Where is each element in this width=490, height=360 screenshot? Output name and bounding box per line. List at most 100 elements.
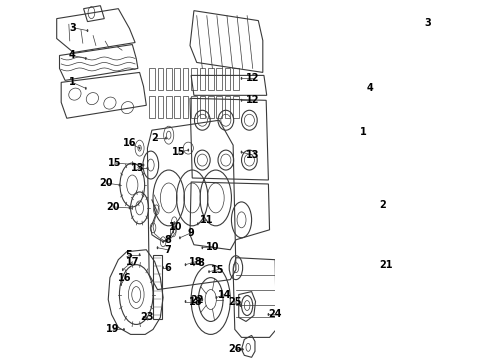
Text: 24: 24 — [269, 310, 282, 319]
Circle shape — [122, 268, 123, 271]
Text: 5: 5 — [125, 250, 132, 260]
Text: 16: 16 — [118, 273, 132, 283]
Circle shape — [120, 283, 122, 286]
Bar — [208, 96, 214, 118]
Bar — [233, 96, 239, 118]
Circle shape — [241, 150, 243, 154]
Bar — [183, 96, 188, 118]
Text: 3: 3 — [424, 18, 431, 28]
Bar — [174, 68, 180, 90]
Bar — [216, 68, 222, 90]
Text: 1: 1 — [360, 127, 367, 137]
Text: 2: 2 — [379, 200, 386, 210]
Circle shape — [268, 313, 269, 316]
Text: 6: 6 — [164, 263, 171, 273]
Circle shape — [188, 149, 189, 152]
Text: 8: 8 — [164, 235, 171, 245]
Text: 26: 26 — [228, 345, 242, 354]
Text: 16: 16 — [123, 138, 136, 148]
Text: 15: 15 — [211, 265, 225, 275]
Circle shape — [241, 77, 243, 80]
Circle shape — [129, 206, 130, 210]
Circle shape — [139, 253, 141, 256]
Circle shape — [139, 147, 141, 150]
Circle shape — [415, 27, 416, 30]
Text: 23: 23 — [141, 312, 154, 323]
Bar — [191, 96, 196, 118]
Text: 14: 14 — [218, 289, 231, 300]
Bar — [183, 68, 188, 90]
Bar — [216, 96, 222, 118]
Text: 18: 18 — [189, 257, 202, 267]
Circle shape — [374, 266, 376, 269]
Circle shape — [143, 163, 145, 167]
Text: 15: 15 — [172, 147, 186, 157]
Bar — [157, 68, 163, 90]
Circle shape — [179, 236, 181, 239]
Circle shape — [87, 29, 88, 32]
Text: 12: 12 — [246, 95, 260, 105]
Circle shape — [381, 94, 382, 97]
Text: 13: 13 — [246, 150, 260, 160]
Text: 2: 2 — [151, 133, 158, 143]
Text: 25: 25 — [228, 297, 242, 306]
Text: 22: 22 — [190, 294, 203, 305]
Text: 13: 13 — [131, 163, 145, 173]
Circle shape — [241, 99, 243, 102]
Circle shape — [165, 137, 167, 140]
Text: 10: 10 — [169, 222, 182, 232]
Text: 8: 8 — [198, 258, 205, 268]
Circle shape — [185, 300, 186, 303]
Text: 12: 12 — [246, 73, 260, 84]
Bar — [225, 96, 230, 118]
Circle shape — [242, 348, 244, 351]
Text: 4: 4 — [69, 50, 76, 60]
Text: 4: 4 — [367, 84, 374, 93]
Circle shape — [374, 134, 376, 137]
Circle shape — [193, 263, 195, 266]
Bar — [157, 96, 163, 118]
Text: 15: 15 — [108, 158, 121, 168]
Circle shape — [201, 246, 203, 249]
Circle shape — [240, 304, 241, 307]
Bar — [191, 68, 196, 90]
Text: 17: 17 — [125, 257, 139, 267]
Bar — [166, 96, 172, 118]
Text: 20: 20 — [99, 178, 113, 188]
Bar — [149, 96, 155, 118]
Circle shape — [370, 208, 372, 211]
Text: 7: 7 — [164, 245, 171, 255]
Circle shape — [162, 266, 164, 269]
Circle shape — [208, 270, 210, 273]
Bar — [199, 68, 205, 90]
Text: 9: 9 — [188, 228, 195, 238]
Text: 3: 3 — [69, 23, 76, 33]
Circle shape — [123, 328, 125, 331]
Text: 1: 1 — [69, 77, 76, 87]
Bar — [166, 68, 172, 90]
Circle shape — [172, 230, 174, 233]
Circle shape — [85, 57, 87, 60]
Text: 10: 10 — [206, 242, 219, 252]
Bar — [199, 96, 205, 118]
Circle shape — [185, 263, 186, 266]
Text: 19: 19 — [106, 324, 120, 334]
Circle shape — [162, 240, 164, 243]
Circle shape — [119, 184, 120, 186]
Circle shape — [85, 87, 87, 90]
Circle shape — [216, 296, 217, 299]
Circle shape — [143, 316, 145, 319]
Bar — [149, 68, 155, 90]
Bar — [174, 96, 180, 118]
Bar — [225, 68, 230, 90]
Bar — [208, 68, 214, 90]
Text: 18: 18 — [189, 297, 202, 306]
Text: 20: 20 — [106, 202, 120, 212]
Circle shape — [147, 167, 148, 170]
Circle shape — [157, 246, 158, 249]
Bar — [153, 255, 162, 319]
Circle shape — [201, 298, 203, 301]
Circle shape — [197, 222, 198, 225]
Bar — [233, 68, 239, 90]
Text: 11: 11 — [200, 215, 214, 225]
